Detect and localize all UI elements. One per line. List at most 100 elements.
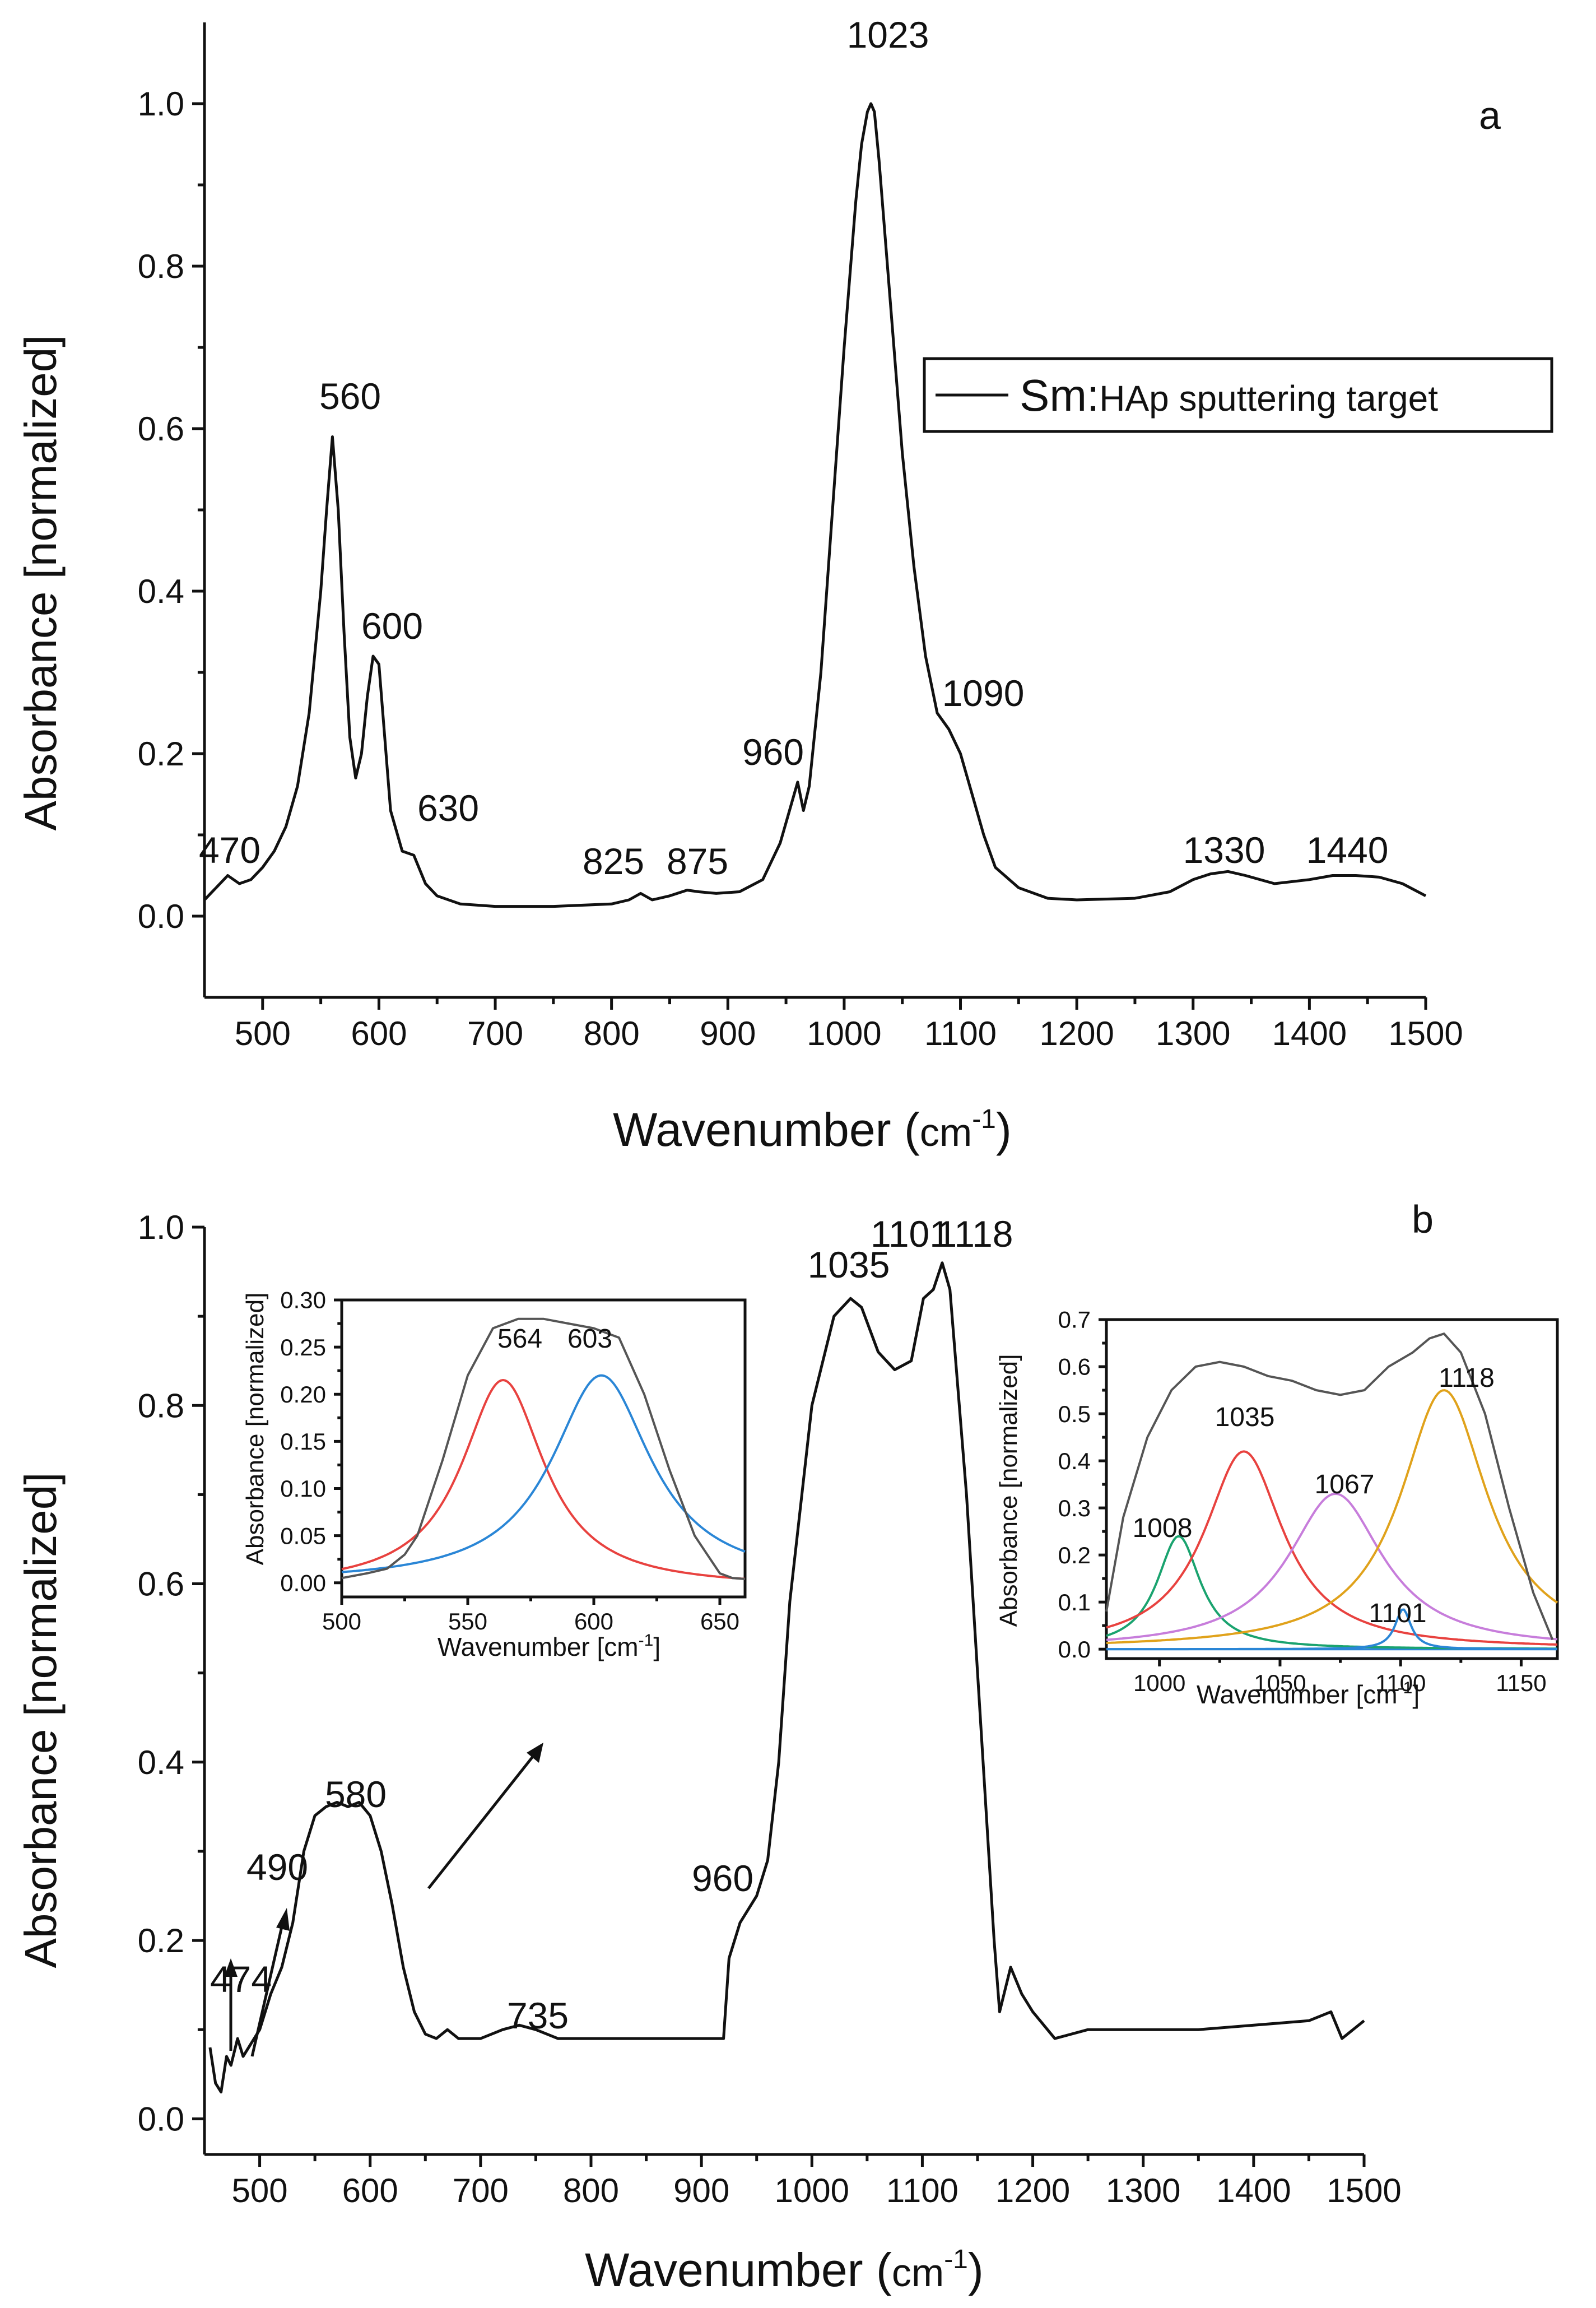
- panel-a-xtick-label: 1200: [1039, 1015, 1114, 1052]
- inset-right-component-1035: [1106, 1450, 1558, 1646]
- panel-a-series: [203, 102, 1427, 908]
- panel-a-peak-label: 1023: [847, 14, 929, 55]
- panel-a-xtick-label: 700: [467, 1015, 523, 1052]
- panel-a-legend: Sm:HAp sputtering target: [923, 357, 1553, 433]
- panel-b-peak-label: 960: [692, 1857, 753, 1899]
- panel-a-peak-label: 960: [742, 731, 804, 773]
- inset-left-ytick-label: 0.20: [280, 1381, 326, 1408]
- panel-b-series: [208, 1261, 1365, 2094]
- panel-a-xtick-label: 1000: [807, 1015, 881, 1052]
- inset-left-xtick-label: 550: [448, 1608, 487, 1634]
- panel-b-xtick-label: 500: [232, 2172, 288, 2209]
- inset-right-ytick-label: 0.7: [1058, 1307, 1091, 1333]
- inset-left-xlabel: Wavenumber [cm-1]: [438, 1631, 660, 1661]
- panel-a-xtick-label: 500: [235, 1015, 291, 1052]
- panel-a-peak-label: 1090: [942, 672, 1025, 714]
- arrow-474-head: [224, 1958, 238, 1977]
- inset-left-ylabel: Absorbance [normalized]: [241, 1293, 269, 1566]
- panel-b-xlabel-text: Wavenumber: [585, 2244, 863, 2296]
- panel-b-peak-label: 1035: [808, 1244, 890, 1285]
- inset-left-annotations: 564 603: [497, 1324, 612, 1354]
- inset-right-peak-label: 1008: [1133, 1513, 1193, 1543]
- inset-left-ytick-label: 0.25: [280, 1334, 326, 1360]
- panel-b-xlabel-exp: -1: [944, 2245, 968, 2274]
- inset-left-ytick-label: 0.10: [280, 1475, 326, 1502]
- panel-b-xtick-label: 1200: [995, 2172, 1070, 2209]
- inset-right-peak-label: 1101: [1369, 1599, 1426, 1628]
- panel-b-label: b: [1412, 1197, 1434, 1241]
- panel-b-xtick-label: 1300: [1106, 2172, 1180, 2209]
- panel-b-xtick-label: 900: [673, 2172, 729, 2209]
- inset-right-xtick-label: 1000: [1133, 1670, 1185, 1696]
- inset-right-peak-label: 1035: [1215, 1403, 1275, 1432]
- inset-right-xlabel-unit: [cm: [1356, 1680, 1398, 1709]
- panel-a-ytick-label: 0.6: [138, 410, 184, 448]
- panel-b-peak-label: 490: [246, 1846, 308, 1888]
- panel-b-xtick-label: 1400: [1216, 2172, 1291, 2209]
- panel-a-xtick-label: 600: [351, 1015, 407, 1052]
- panel-a-ytick-label: 1.0: [138, 85, 184, 123]
- panel-a-xtick-label: 1400: [1272, 1015, 1347, 1052]
- panel-b-xtick-label: 1500: [1327, 2172, 1401, 2209]
- panel-b-peak-label: 735: [507, 1995, 569, 2036]
- panel-b-ytick-label: 1.0: [138, 1209, 184, 1246]
- inset-right-component-1118: [1106, 1389, 1558, 1645]
- panel-a: 500 600 700 800 900 1000 1100 1200 1300 1400 1500 0…: [16, 14, 1553, 1156]
- inset-left-xtick-label: 500: [322, 1608, 361, 1634]
- inset-right-ytick-label: 0.2: [1058, 1542, 1091, 1568]
- inset-right-component-1101: [1106, 1608, 1557, 1651]
- inset-left-frame: [340, 1298, 747, 1599]
- panel-a-peak-label: 1330: [1183, 829, 1265, 871]
- inset-right-series: [1105, 1332, 1558, 1651]
- panel-a-xtick-label: 900: [700, 1015, 756, 1052]
- panel-b-xtick-label: 700: [453, 2172, 509, 2209]
- panel-b: 500 600 700 800 900 1000 1100 1200 1300 1400 1500 0…: [16, 1197, 1434, 2296]
- panel-a-xlabel-unit: cm: [920, 1111, 972, 1154]
- panel-a-peak-label: 560: [319, 375, 381, 417]
- inset-right-xlabel-text: Wavenumber: [1197, 1680, 1349, 1709]
- inset-left-ytick-label: 0.15: [280, 1428, 326, 1455]
- panel-b-xtick-label: 600: [342, 2172, 398, 2209]
- panel-b-ytick-label: 0.0: [138, 2100, 184, 2138]
- panel-a-ytick-label: 0.8: [138, 248, 184, 285]
- inset-right-component-1067: [1106, 1493, 1558, 1641]
- legend-label-rest: HAp sputtering target: [1099, 378, 1438, 419]
- panel-a-ytick-label: 0.4: [138, 573, 184, 610]
- panel-b-ytick-label: 0.6: [138, 1566, 184, 1603]
- panel-b-ytick-label: 0.2: [138, 1922, 184, 1959]
- arrow-inset: [427, 1753, 536, 1889]
- inset-right-ytick-label: 0.6: [1058, 1354, 1091, 1380]
- panel-b-axes: [203, 1227, 1364, 2156]
- panel-b-xtick-label: 800: [563, 2172, 619, 2209]
- inset-left-ytick-label: 0.05: [280, 1522, 326, 1549]
- inset-right-axes: [1105, 1318, 1559, 1660]
- panel-b-peak-label: 1118: [936, 1213, 1013, 1255]
- arrow-inset-head: [527, 1743, 543, 1763]
- inset-right-ytick-label: 0.1: [1058, 1589, 1091, 1615]
- inset-left-ytick-label: 0.00: [280, 1569, 326, 1596]
- panel-a-peak-label: 630: [417, 787, 479, 829]
- inset-right-annotations: 1008 1035 1067 1101 1118: [1133, 1363, 1495, 1628]
- panel-a-peak-label: 600: [361, 605, 423, 647]
- panel-a-ytick-label: 0.0: [138, 898, 184, 935]
- inset-left: 500 550 600 650 0.00 0.05 0.10 0.15 0.20 0.25 0.30…: [241, 1287, 747, 1661]
- panel-a-xtick-label: 1100: [924, 1015, 997, 1052]
- panel-a-peak-label: 825: [583, 840, 644, 882]
- inset-right-ytick-label: 0.3: [1058, 1495, 1091, 1521]
- legend-label-main: Sm:: [1020, 370, 1099, 420]
- panel-a-ylabel: Absorbance [normalized]: [16, 335, 66, 831]
- inset-left-xtick-label: 600: [574, 1608, 613, 1634]
- inset-left-ytick-label: 0.30: [280, 1287, 326, 1313]
- panel-b-xlabel: Wavenumber (cm-1): [585, 2244, 984, 2296]
- panel-a-ticks: 500 600 700 800 900 1000 1100 1200 1300 1400 1500 0…: [138, 85, 1463, 1052]
- panel-b-ylabel: Absorbance [normalized]: [16, 1473, 66, 1968]
- panel-b-xlabel-unit: cm: [892, 2251, 944, 2295]
- inset-right-xtick-label: 1100: [1375, 1670, 1426, 1696]
- panel-a-ytick-label: 0.2: [138, 735, 184, 773]
- panel-b-xtick-label: 1000: [775, 2172, 849, 2209]
- inset-left-axes: [340, 1298, 747, 1599]
- panel-b-series-line: [208, 1261, 1365, 2094]
- inset-right-peak-label: 1118: [1439, 1363, 1495, 1393]
- inset-left-xlabel-text: Wavenumber: [438, 1632, 590, 1661]
